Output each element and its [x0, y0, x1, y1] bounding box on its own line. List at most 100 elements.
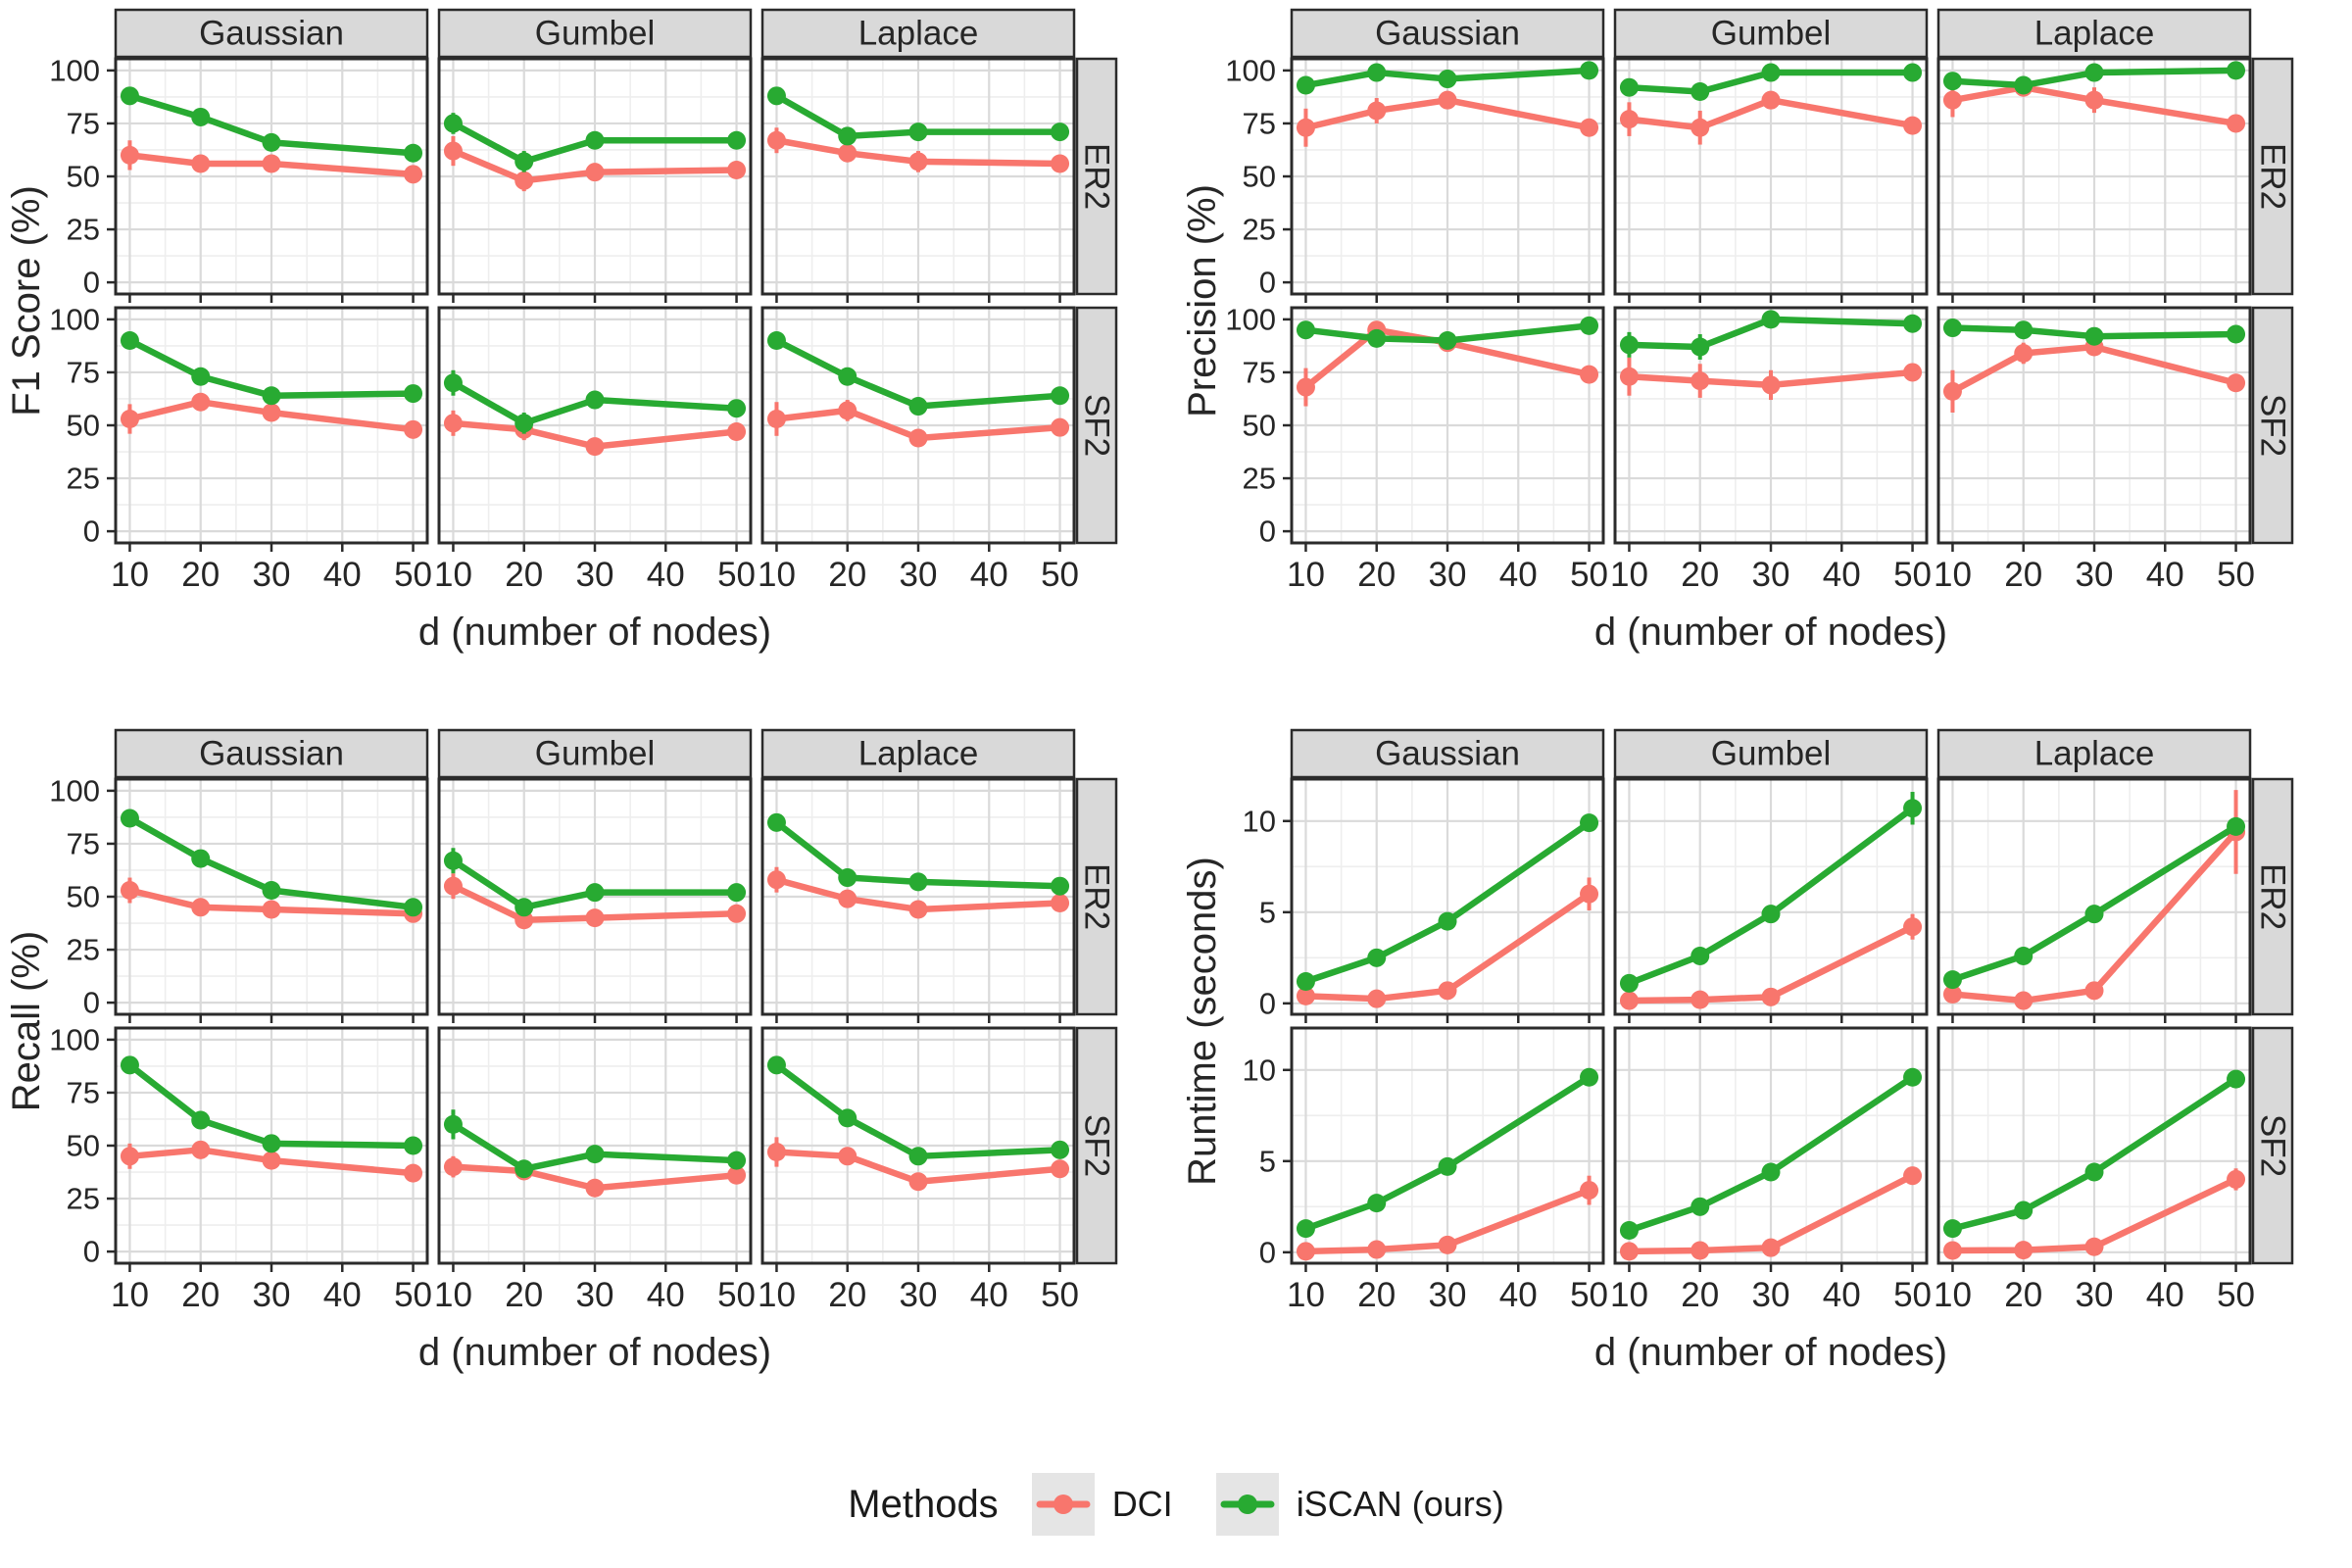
data-point — [514, 898, 534, 917]
x-tick-label: 30 — [2076, 556, 2114, 594]
y-axis-title: F1 Score (%) — [5, 185, 48, 416]
data-point — [766, 331, 786, 351]
data-point — [1438, 1156, 1457, 1176]
panel-er2-laplace — [760, 57, 1076, 303]
data-point — [838, 143, 858, 163]
data-point — [1690, 371, 1710, 391]
series-line — [126, 1147, 416, 1177]
panel-er2-gumbel — [1613, 777, 1929, 1023]
panel-er2-laplace — [1936, 777, 2252, 1023]
y-tick-label: 75 — [1243, 106, 1276, 140]
x-tick-label: 50 — [717, 556, 756, 594]
y-tick-label: 75 — [67, 1075, 100, 1109]
data-point — [1438, 70, 1457, 89]
x-tick-label: 10 — [1934, 1276, 1972, 1314]
series-dci — [766, 1137, 1070, 1192]
facet-strip-label-sf2: SF2 — [1078, 1114, 1116, 1177]
x-tick-label: 10 — [1287, 1276, 1325, 1314]
data-point — [1367, 989, 1387, 1008]
x-tick-label: 20 — [2004, 1276, 2042, 1314]
data-point — [1619, 1221, 1639, 1241]
series-line — [450, 857, 740, 911]
series-line — [1626, 923, 1916, 1004]
data-point — [443, 141, 463, 161]
data-point — [727, 421, 747, 441]
series-line — [126, 887, 416, 917]
y-tick-label: 100 — [49, 1022, 100, 1056]
x-tick-label: 50 — [394, 1276, 432, 1314]
y-tick-label: 5 — [1259, 895, 1276, 929]
x-tick-label: 30 — [900, 556, 938, 594]
data-point — [262, 386, 281, 406]
data-point — [2227, 1069, 2246, 1089]
data-point — [1051, 417, 1070, 437]
series-iscan-ours — [443, 369, 747, 434]
data-point — [1942, 1241, 1962, 1260]
series-dci — [1296, 1175, 1599, 1261]
panel-sf2-gaussian — [114, 306, 429, 552]
series-line — [773, 337, 1063, 410]
x-tick-label: 50 — [1893, 556, 1932, 594]
series-iscan-ours — [1942, 61, 2246, 95]
data-point — [766, 410, 786, 429]
series-iscan-ours — [766, 1055, 1070, 1166]
x-tick-label: 50 — [1893, 1276, 1932, 1314]
series-line — [126, 337, 416, 399]
y-tick-label: 75 — [1243, 355, 1276, 389]
series-iscan-ours — [1296, 1067, 1599, 1239]
data-point — [1942, 318, 1962, 338]
data-point — [1580, 884, 1599, 904]
data-point — [1051, 122, 1070, 142]
facet-strip-label-laplace: Laplace — [2034, 15, 2155, 53]
y-tick-label: 50 — [1243, 409, 1276, 443]
series-iscan-ours — [443, 1109, 747, 1179]
y-tick-label: 50 — [1243, 160, 1276, 194]
data-point — [120, 145, 139, 165]
data-point — [191, 367, 211, 386]
x-tick-label: 10 — [1610, 1276, 1648, 1314]
series-line — [1626, 1073, 1916, 1234]
data-point — [727, 904, 747, 923]
y-tick-label: 10 — [1243, 804, 1276, 838]
series-line — [773, 819, 1063, 890]
y-tick-label: 100 — [1225, 53, 1276, 87]
data-point — [1690, 990, 1710, 1009]
data-point — [585, 1178, 605, 1198]
series-line — [126, 814, 416, 911]
data-point — [1580, 813, 1599, 833]
y-tick-label: 100 — [1225, 302, 1276, 336]
series-line — [1626, 69, 1916, 95]
data-point — [2014, 320, 2034, 340]
data-point — [2227, 373, 2246, 393]
data-point — [1296, 320, 1315, 340]
series-iscan-ours — [443, 848, 747, 917]
panel-sf2-laplace — [1936, 1026, 2252, 1272]
data-point — [1367, 101, 1387, 121]
facet-strip-sf2 — [2251, 1026, 2294, 1265]
data-point — [262, 154, 281, 173]
data-point — [1619, 991, 1639, 1010]
series-dci — [1619, 90, 1923, 145]
legend-glyph-dci — [1036, 1494, 1091, 1514]
series-line — [1302, 890, 1592, 1003]
series-dci — [120, 140, 423, 184]
panel-sf2-gumbel — [437, 1026, 753, 1272]
series-dci — [443, 410, 747, 457]
data-point — [120, 1147, 139, 1166]
data-point — [838, 126, 858, 146]
facet-strip-gaussian — [1290, 8, 1605, 59]
x-tick-label: 10 — [1934, 556, 1972, 594]
data-point — [443, 851, 463, 870]
data-point — [191, 392, 211, 412]
y-tick-label: 50 — [67, 409, 100, 443]
data-point — [1051, 386, 1070, 406]
series-line — [126, 152, 416, 178]
x-tick-label: 10 — [758, 556, 796, 594]
data-point — [404, 1163, 423, 1183]
data-point — [443, 373, 463, 393]
data-point — [2227, 816, 2246, 836]
panel-er2-gumbel — [437, 57, 753, 303]
data-point — [1051, 154, 1070, 173]
data-point — [404, 384, 423, 404]
precision-quadrant: Gaussian Gumbel Laplace 0 25 50 75 100 ER2 0 25 50 7… — [1176, 0, 2352, 720]
